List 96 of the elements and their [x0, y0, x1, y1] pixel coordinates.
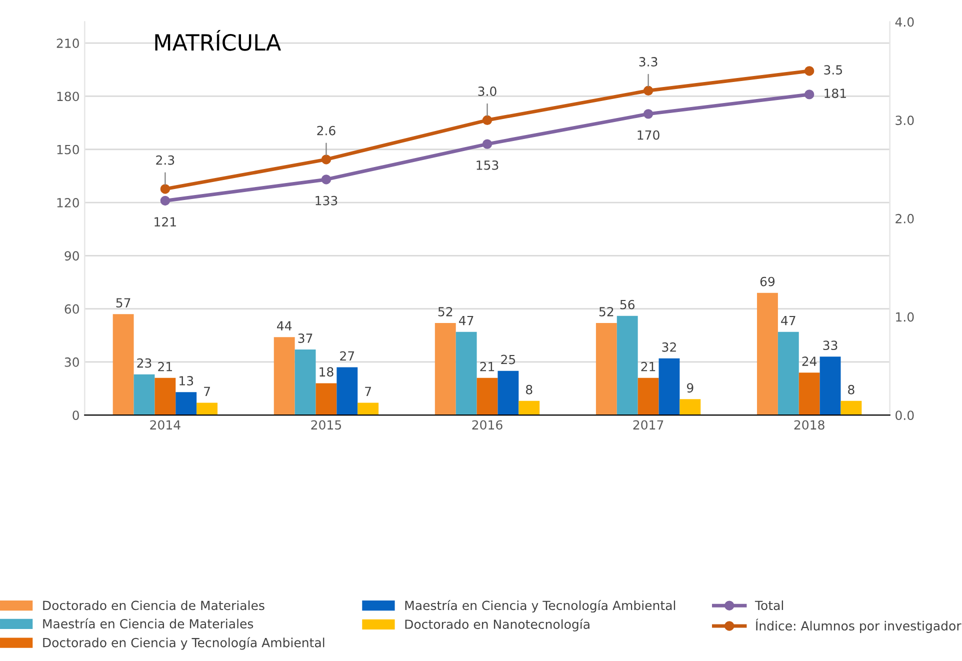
- y2-tick-label: 4.0: [895, 17, 914, 27]
- bar: [134, 374, 155, 416]
- data-label: 9: [686, 383, 694, 393]
- data-label: 56: [620, 300, 635, 310]
- data-label: 13: [180, 376, 194, 386]
- y2-tick-label: 1.0: [896, 312, 914, 322]
- x-tick-label: 2015: [311, 420, 342, 430]
- point: [643, 109, 654, 119]
- bar: [316, 383, 337, 416]
- data-label: 133: [316, 196, 338, 206]
- data-label: 47: [781, 316, 796, 326]
- data-label: 32: [662, 342, 676, 352]
- point: [482, 115, 492, 125]
- legend-label: Maestría en Ciencia y Tecnología Ambiental: [405, 600, 676, 613]
- y2-tick-label: 3.0: [896, 116, 914, 126]
- data-label: 7: [365, 386, 371, 396]
- legend-label: Maestría en Ciencia de Materiales: [43, 618, 254, 628]
- data-label: 2.6: [317, 126, 336, 136]
- data-label: 21: [158, 362, 172, 372]
- data-label: 57: [116, 298, 130, 308]
- data-label: 47: [458, 316, 474, 326]
- data-label: 52: [438, 306, 452, 316]
- legend-label: Índice: Alumnos por investigador: [756, 618, 962, 633]
- bar: [274, 337, 295, 416]
- bar: [638, 378, 659, 416]
- data-label: 181: [824, 88, 846, 98]
- bar: [434, 322, 456, 416]
- bar: [756, 292, 778, 416]
- data-label: 23: [137, 358, 152, 368]
- y-tick-label: 210: [56, 38, 79, 48]
- point: [643, 86, 654, 96]
- data-label: 153: [476, 160, 498, 170]
- y-tick-label: 30: [64, 357, 79, 367]
- point: [160, 184, 170, 194]
- point: [321, 174, 332, 184]
- legend-label: Doctorado en Ciencia de Materiales: [43, 600, 264, 610]
- bar: [176, 392, 197, 416]
- bar: [778, 332, 799, 416]
- y2-tick-label: 0.0: [896, 410, 914, 420]
- bar: [154, 378, 176, 416]
- bar: [680, 399, 701, 416]
- bar: [840, 400, 862, 416]
- bar: [518, 400, 540, 416]
- bar: [196, 402, 218, 416]
- data-label: 18: [320, 367, 334, 377]
- y-tick-label: 60: [64, 304, 79, 314]
- data-label: 3.3: [639, 57, 658, 66]
- data-label: 24: [802, 356, 817, 366]
- bar: [358, 402, 379, 416]
- y-tick-label: 180: [57, 92, 79, 102]
- data-label: 121: [154, 217, 176, 226]
- y2-tick-label: 2.0: [896, 214, 914, 224]
- bar: [820, 356, 841, 416]
- bar: [294, 350, 316, 416]
- data-label: 3.0: [478, 86, 496, 96]
- bar: [336, 367, 358, 416]
- data-label: 7: [204, 386, 210, 396]
- y-tick-label: 120: [57, 198, 79, 208]
- data-label: 8: [848, 384, 854, 394]
- point: [482, 139, 492, 149]
- data-label: 33: [823, 340, 838, 350]
- data-label: 44: [277, 321, 292, 330]
- bar: [798, 372, 820, 416]
- y-tick-label: 0: [72, 410, 79, 420]
- data-label: 37: [298, 334, 312, 343]
- x-tick-label: 2014: [150, 420, 180, 430]
- bar: [476, 378, 498, 416]
- y-tick-label: 90: [64, 251, 79, 261]
- bar: [456, 332, 477, 416]
- legend-label: Doctorado en Ciencia y Tecnología Ambiental: [43, 637, 324, 650]
- point: [804, 90, 814, 100]
- data-label: 3.5: [824, 65, 842, 75]
- bar: [498, 370, 519, 416]
- data-label: 52: [599, 306, 614, 316]
- bar: [112, 314, 134, 416]
- data-label: 21: [641, 362, 656, 372]
- point: [321, 154, 332, 164]
- point: [160, 196, 170, 206]
- data-label: 2.3: [156, 155, 174, 165]
- data-label: 170: [638, 130, 660, 140]
- bar: [616, 316, 638, 416]
- data-label: 27: [340, 351, 354, 361]
- data-label: 8: [526, 384, 532, 394]
- x-tick-label: 2016: [472, 420, 502, 430]
- data-label: 21: [480, 362, 494, 372]
- x-tick-label: 2018: [794, 420, 824, 430]
- y-tick-label: 150: [57, 144, 79, 154]
- legend-label: Doctorado en Nanotecnología: [405, 618, 590, 632]
- bar: [658, 358, 680, 416]
- legend-label: Total: [754, 600, 783, 610]
- chart-title: MATRÍCULA: [155, 30, 281, 51]
- point: [804, 66, 814, 76]
- x-tick-label: 2017: [633, 420, 664, 430]
- bar: [596, 322, 617, 416]
- data-label: 69: [760, 276, 775, 286]
- data-label: 25: [501, 354, 516, 364]
